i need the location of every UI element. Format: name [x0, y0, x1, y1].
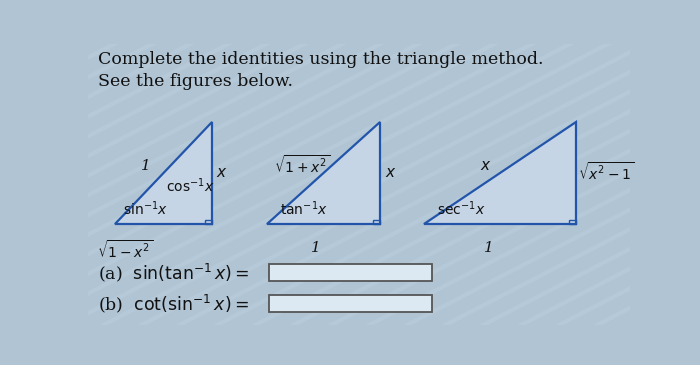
Text: $x$: $x$ [385, 166, 396, 180]
Text: Complete the identities using the triangle method.: Complete the identities using the triang… [98, 51, 544, 68]
Polygon shape [424, 123, 575, 224]
Text: $\mathrm{sec}^{-1}x$: $\mathrm{sec}^{-1}x$ [438, 199, 486, 218]
FancyBboxPatch shape [270, 264, 432, 281]
Text: $x$: $x$ [216, 166, 228, 180]
Text: $\mathrm{cos}^{-1}x$: $\mathrm{cos}^{-1}x$ [166, 176, 215, 195]
Text: $x$: $x$ [480, 159, 492, 173]
Text: $\sqrt{1-x^2}$: $\sqrt{1-x^2}$ [97, 241, 153, 262]
Text: (a)  $\sin(\tan^{-1}x)=$: (a) $\sin(\tan^{-1}x)=$ [98, 262, 250, 284]
Text: $\sqrt{x^2-1}$: $\sqrt{x^2-1}$ [578, 162, 634, 184]
Text: $\mathrm{sin}^{-1}x$: $\mathrm{sin}^{-1}x$ [122, 199, 168, 218]
FancyBboxPatch shape [270, 295, 432, 312]
Polygon shape [267, 123, 381, 224]
Text: 1: 1 [311, 241, 320, 254]
Text: 1: 1 [141, 159, 151, 173]
Text: $\mathrm{tan}^{-1}x$: $\mathrm{tan}^{-1}x$ [280, 199, 328, 218]
Polygon shape [115, 123, 212, 224]
Text: (b)  $\cot(\sin^{-1}x)=$: (b) $\cot(\sin^{-1}x)=$ [98, 293, 249, 315]
Text: See the figures below.: See the figures below. [98, 73, 293, 90]
Text: $\sqrt{1+x^2}$: $\sqrt{1+x^2}$ [274, 155, 330, 177]
Text: 1: 1 [484, 241, 494, 254]
